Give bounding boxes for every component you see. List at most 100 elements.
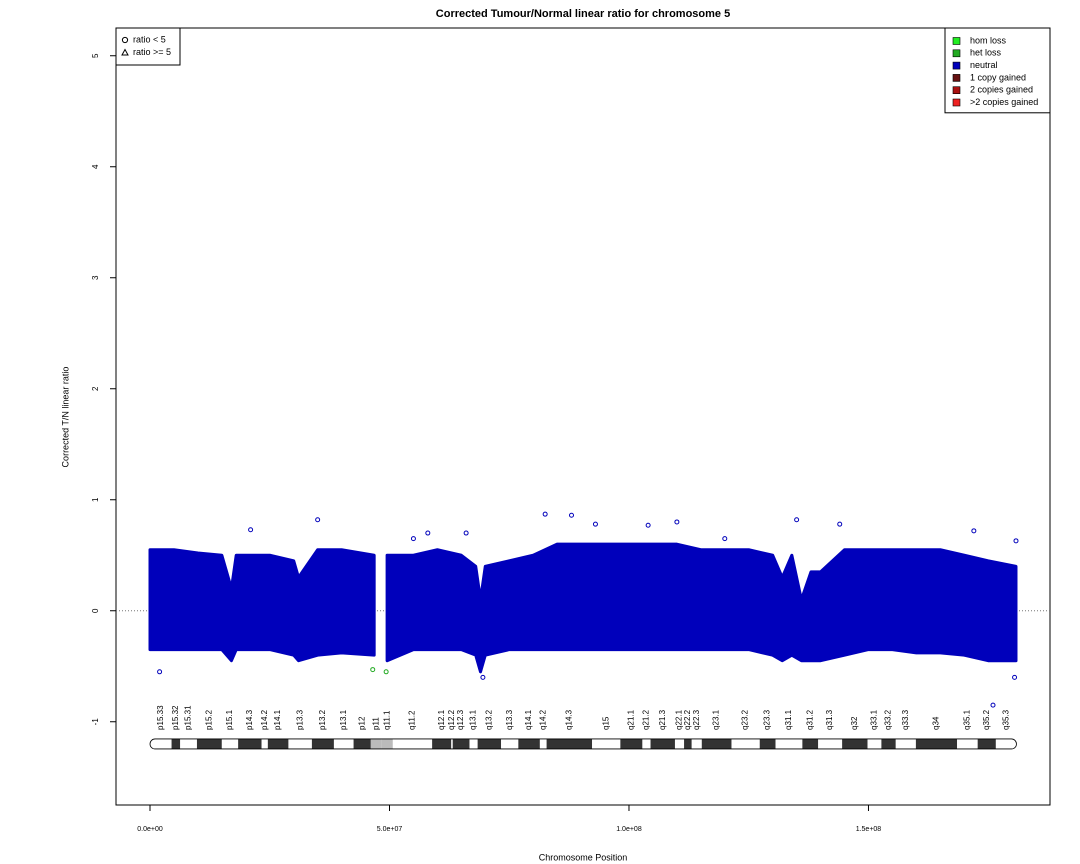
band-label: q23.2 [741, 709, 750, 730]
data-point [990, 702, 996, 708]
data-point [592, 521, 598, 527]
data-point [410, 536, 416, 542]
band-label: q35.2 [982, 709, 991, 730]
band-label: q23.3 [763, 709, 772, 730]
data-point [542, 511, 548, 517]
ideogram-band [818, 738, 843, 749]
ideogram-band [957, 738, 978, 749]
band-label: q31.2 [805, 709, 814, 730]
band-label: q34 [932, 716, 941, 730]
ideogram-band [691, 738, 702, 749]
data-cloud [385, 542, 1018, 674]
data-point [463, 530, 469, 536]
ideogram-band [311, 738, 334, 749]
legend-label: het loss [970, 48, 1002, 58]
band-label: q21.3 [658, 709, 667, 730]
data-cloud [148, 548, 376, 663]
shape-legend-box [115, 27, 181, 66]
ideogram-outline [149, 738, 1017, 750]
data-point [971, 528, 977, 534]
band-label: p14.2 [260, 709, 269, 730]
band-label: q11.2 [408, 710, 417, 730]
y-tick-label: 1 [91, 497, 100, 502]
data-point [794, 517, 800, 523]
shape-legend-label: ratio >= 5 [133, 47, 171, 57]
ideogram-band [370, 738, 382, 749]
band-label: p14.3 [245, 709, 254, 730]
data-point [370, 667, 376, 673]
data-point [248, 527, 254, 533]
band-label: q21.1 [626, 709, 635, 730]
ideogram-band [432, 738, 452, 749]
ideogram-band [759, 738, 776, 749]
x-tick-label: 5.0e+07 [377, 826, 403, 833]
x-tick-label: 1.5e+08 [856, 826, 882, 833]
chart-title: Corrected Tumour/Normal linear ratio for… [436, 8, 730, 20]
ideogram-band [620, 738, 643, 749]
data-point [1012, 674, 1018, 680]
ideogram-band [288, 738, 312, 749]
band-label: p15.32 [171, 705, 180, 730]
band-label: p13.3 [295, 709, 304, 730]
band-label: q21.2 [642, 709, 651, 730]
ideogram-band [842, 738, 868, 749]
data-point [1013, 538, 1019, 544]
band-label: q14.3 [564, 709, 573, 730]
legend-label: 2 copies gained [970, 85, 1033, 95]
ideogram-band [469, 738, 478, 749]
ideogram-band [915, 738, 958, 749]
band-label: p13.1 [339, 709, 348, 730]
legend-swatch [952, 49, 961, 58]
legend-symbol [121, 36, 129, 44]
legend-swatch [952, 98, 961, 107]
legend-swatch [952, 74, 961, 82]
x-axis-label: Chromosome Position [539, 852, 628, 862]
ideogram-band [977, 738, 996, 749]
band-label: q12.1 [437, 709, 446, 730]
legend-symbol [121, 48, 129, 56]
ideogram-band [775, 738, 803, 749]
ideogram-band [267, 738, 289, 749]
x-tick-label: 1.0e+08 [616, 826, 642, 833]
data-point [315, 517, 321, 523]
band-label: q32 [850, 716, 859, 730]
data-point [383, 669, 389, 675]
band-label: q35.1 [962, 709, 971, 730]
ideogram-band [539, 738, 547, 749]
plot-frame [115, 27, 1051, 806]
y-tick-label: 4 [91, 164, 100, 169]
band-label: p15.2 [205, 709, 214, 730]
y-tick-label: -1 [91, 718, 100, 726]
data-point [837, 521, 843, 527]
data-point [569, 512, 575, 518]
ideogram-band [501, 738, 519, 749]
data-point [480, 674, 486, 680]
band-label: q23.1 [712, 709, 721, 730]
legend-swatch [952, 37, 961, 45]
band-label: q13.2 [484, 709, 493, 730]
legend-label: neutral [970, 60, 998, 70]
band-label: q31.1 [784, 709, 793, 730]
band-label: q22.2 [683, 709, 692, 730]
shape-legend-label: ratio < 5 [133, 34, 166, 44]
legend-label: >2 copies gained [970, 97, 1038, 107]
ideogram-band [867, 738, 882, 749]
band-label: q22.1 [675, 709, 684, 730]
y-tick-label: 5 [91, 53, 100, 58]
y-tick-label: 3 [91, 275, 100, 280]
band-label: q35.3 [1001, 709, 1010, 730]
ideogram-band [881, 738, 896, 749]
ideogram-band [802, 738, 819, 749]
y-tick-label: 0 [91, 608, 100, 613]
ideogram-band [353, 738, 371, 749]
data-point [674, 519, 680, 525]
legend-label: 1 copy gained [970, 72, 1026, 82]
ideogram-band [995, 738, 1017, 749]
ideogram-band [261, 738, 268, 749]
data-point [645, 522, 651, 528]
ideogram-band [333, 738, 354, 749]
band-label: q12.3 [456, 709, 465, 730]
band-label: q33.3 [901, 709, 910, 730]
data-point [722, 536, 728, 542]
